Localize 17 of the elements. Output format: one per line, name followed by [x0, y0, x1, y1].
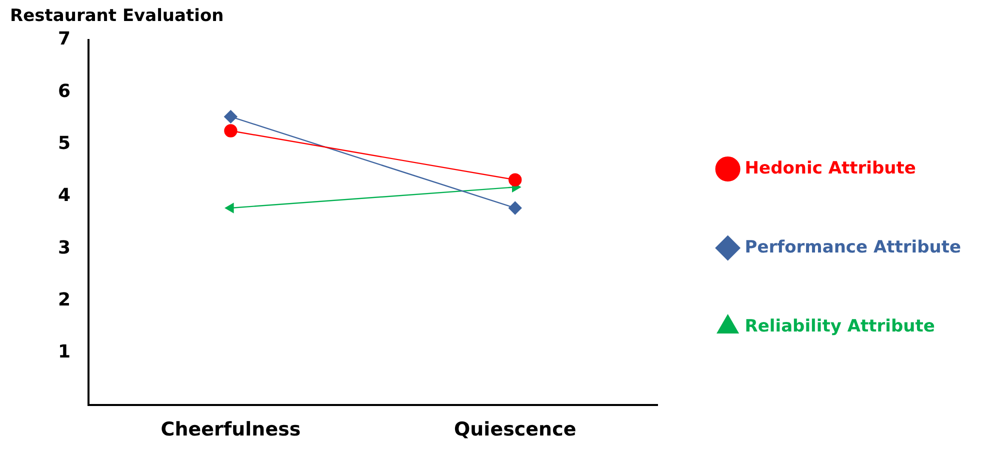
y-tick-label: 3	[58, 237, 71, 258]
x-tick-label: Cheerfulness	[160, 418, 301, 441]
legend-label: Performance Attribute	[744, 237, 962, 258]
legend-label: Hedonic Attribute	[744, 158, 916, 178]
y-tick-label: 6	[58, 80, 71, 102]
y-tick-label: 1	[58, 342, 71, 363]
y-axis-title: Restaurant Evaluation	[10, 6, 224, 26]
point	[224, 110, 238, 124]
y-tick-label: 7	[58, 28, 71, 50]
y-tick-label: 5	[58, 133, 71, 154]
point	[224, 124, 238, 138]
y-tick-label: 4	[58, 185, 71, 206]
point	[508, 173, 522, 186]
x-tick-label: Quiescence	[454, 418, 576, 441]
legend-label: Reliability Attribute	[744, 316, 935, 336]
point	[508, 201, 522, 215]
y-tick-label: 2	[58, 290, 71, 311]
